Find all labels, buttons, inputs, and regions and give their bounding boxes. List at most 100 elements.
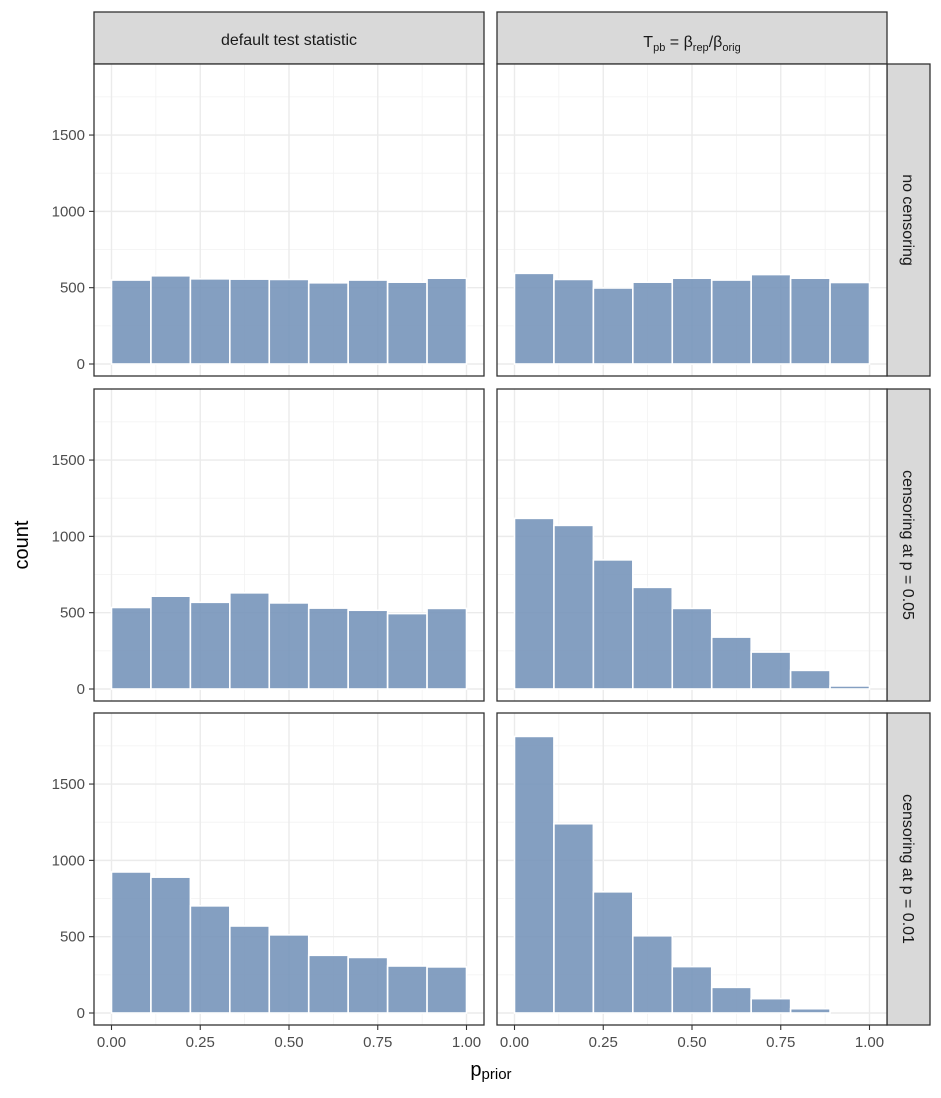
histogram-bar	[789, 277, 831, 365]
histogram-bar	[789, 669, 831, 690]
y-tick-label: 1500	[52, 452, 85, 469]
panel-r0-c1	[496, 63, 888, 377]
histogram-bar	[671, 607, 713, 690]
histogram-bar	[426, 966, 468, 1014]
panel-r2-c1	[496, 712, 888, 1026]
histogram-bar	[347, 279, 389, 365]
histogram-bar	[513, 517, 555, 690]
y-tick-label: 500	[60, 929, 85, 946]
x-tick-label: 0.50	[274, 1034, 303, 1051]
histogram-bar	[632, 281, 674, 365]
histogram-bar	[750, 997, 792, 1014]
histogram-bar	[513, 735, 555, 1014]
row-strip-label-no-censoring: no censoring	[899, 174, 916, 266]
panel-r0-c0	[93, 63, 485, 377]
row-strip-censoring-005: censoring at p = 0.05	[886, 388, 931, 702]
histogram-bar	[150, 595, 192, 690]
panel-border	[496, 388, 888, 702]
y-axis-title: count	[11, 520, 33, 569]
histogram-bar	[789, 1007, 831, 1014]
histogram-bar	[347, 609, 389, 690]
panel-border	[93, 63, 485, 377]
row-strip-label-censoring-005: censoring at p = 0.05	[899, 470, 916, 620]
y-tick-label: 0	[77, 681, 85, 698]
x-tick-label: 0.75	[363, 1034, 392, 1051]
histogram-bar	[268, 278, 310, 365]
histogram-bar	[426, 277, 468, 365]
x-tick-label: 0.50	[677, 1034, 706, 1051]
histogram-bar	[110, 279, 152, 365]
histogram-bar	[750, 273, 792, 365]
histogram-bar	[632, 934, 674, 1014]
histogram-bar	[386, 612, 428, 690]
x-tick-label: 1.00	[452, 1034, 481, 1051]
histogram-bar	[829, 281, 871, 365]
column-strip-tpb: Tpb = βrep/βorig	[496, 11, 888, 65]
histogram-bar	[110, 871, 152, 1014]
column-strip-label-default: default test statistic	[221, 32, 357, 49]
histogram-bar	[553, 524, 595, 690]
y-tick-label: 1500	[52, 127, 85, 144]
x-tick-label: 0.00	[500, 1034, 529, 1051]
column-strip-default: default test statistic	[93, 11, 485, 65]
panel-border	[496, 63, 888, 377]
histogram-bar	[150, 876, 192, 1014]
row-strip-censoring-001: censoring at p = 0.01	[886, 712, 931, 1026]
histogram-bar	[750, 651, 792, 690]
histogram-bar	[710, 986, 752, 1014]
histogram-bar	[189, 905, 231, 1014]
x-axis-title: pprior	[470, 1059, 511, 1083]
panels-group	[93, 63, 888, 1026]
x-tick-label: 1.00	[855, 1034, 884, 1051]
y-tick-label: 0	[77, 356, 85, 373]
y-tick-label: 500	[60, 605, 85, 622]
x-tick-label: 0.00	[97, 1034, 126, 1051]
x-tick-label: 0.25	[186, 1034, 215, 1051]
histogram-bar	[229, 925, 271, 1014]
y-tick-label: 500	[60, 280, 85, 297]
panel-border	[93, 388, 485, 702]
histogram-bar	[229, 592, 271, 690]
y-tick-label: 1000	[52, 203, 85, 220]
histogram-bar	[592, 559, 634, 690]
row-strip-no-censoring: no censoring	[886, 63, 931, 377]
histogram-bar	[710, 636, 752, 690]
histogram-bar	[189, 601, 231, 690]
x-axes-group: 0.00 0.25 0.50 0.75 1.00 0.00 0.25 0.50 0.75 1.00	[97, 1025, 884, 1051]
histogram-bar	[268, 934, 310, 1014]
histogram-bar	[110, 606, 152, 690]
histogram-bar	[829, 685, 871, 690]
histogram-bar	[307, 281, 349, 365]
y-tick-label: 1000	[52, 528, 85, 545]
row-strip-label-censoring-001: censoring at p = 0.01	[899, 794, 916, 944]
histogram-bar	[553, 822, 595, 1014]
histogram-bar	[592, 287, 634, 365]
histogram-bar	[671, 277, 713, 365]
panel-r1-c1	[496, 388, 888, 702]
y-tick-label: 0	[77, 1005, 85, 1022]
histogram-bar	[671, 965, 713, 1014]
histogram-bar	[150, 274, 192, 365]
y-tick-label: 1500	[52, 776, 85, 793]
histogram-bar	[592, 891, 634, 1014]
histogram-bar	[710, 279, 752, 365]
histogram-bar	[347, 956, 389, 1014]
x-tick-label: 0.75	[766, 1034, 795, 1051]
y-tick-label: 1000	[52, 852, 85, 869]
histogram-bar	[426, 607, 468, 690]
histogram-bar	[386, 281, 428, 365]
x-tick-label: 0.25	[589, 1034, 618, 1051]
histogram-bar	[189, 278, 231, 365]
y-axes-group: 0 500 1000 1500 0 500 1000 1500 0 500 1000 1500	[52, 127, 94, 1022]
histogram-bar	[386, 965, 428, 1014]
histogram-bar	[268, 602, 310, 690]
histogram-bar	[553, 278, 595, 365]
histogram-bar	[513, 272, 555, 365]
histogram-bar	[229, 278, 271, 365]
histogram-bar	[307, 607, 349, 690]
panel-r2-c0	[93, 712, 485, 1026]
histogram-bar	[307, 954, 349, 1014]
panel-r1-c0	[93, 388, 485, 702]
column-strip-label-tpb: Tpb = βrep/βorig	[643, 34, 740, 54]
